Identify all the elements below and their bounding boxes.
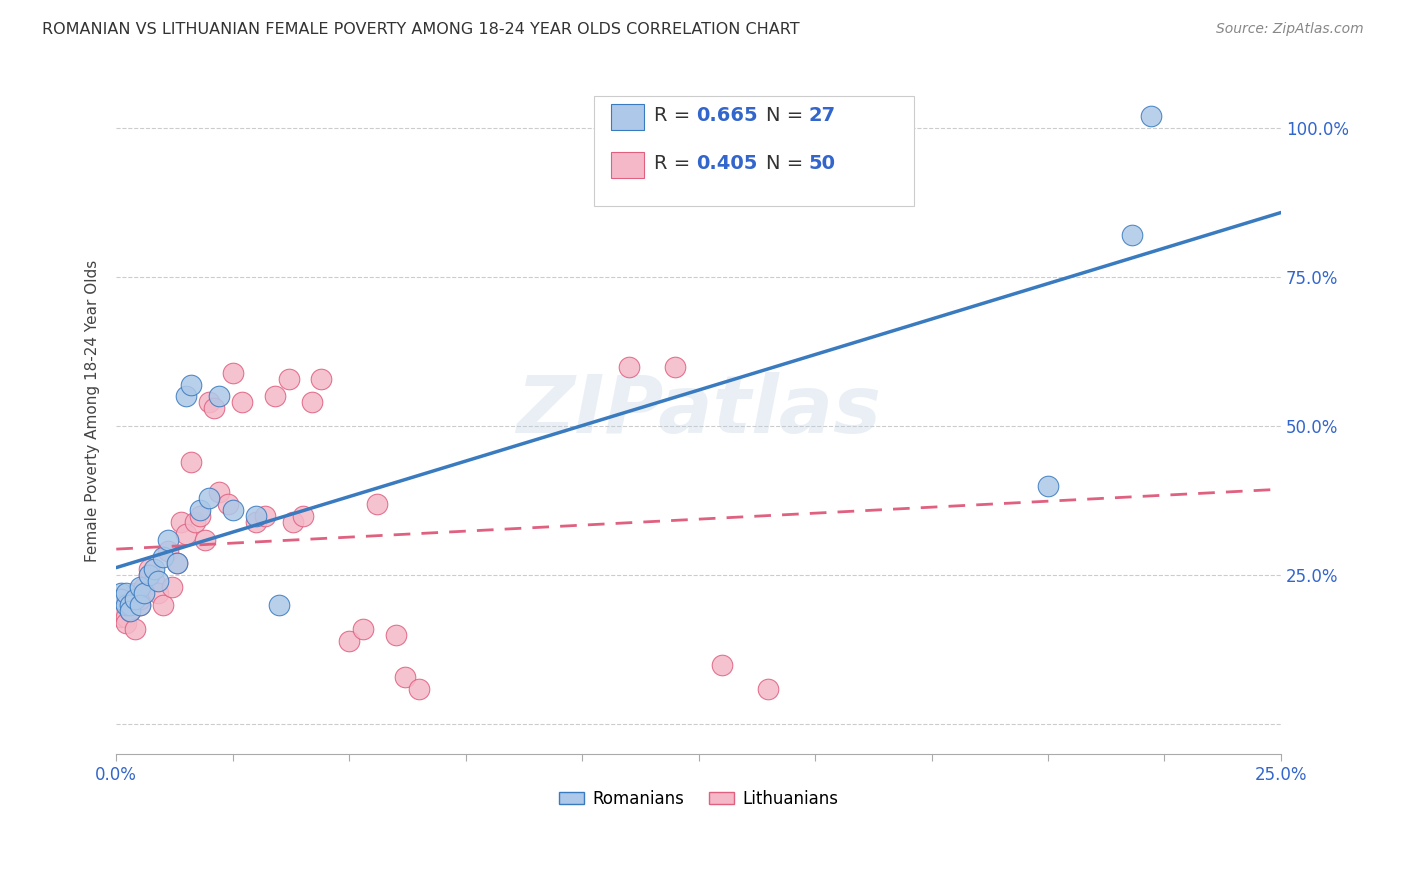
Point	[128, 598, 150, 612]
Point	[269, 598, 291, 612]
Point	[309, 371, 332, 385]
Point	[664, 359, 686, 374]
Point	[184, 515, 207, 529]
Point	[301, 395, 323, 409]
Point	[245, 508, 267, 523]
Text: R =: R =	[654, 106, 697, 126]
Point	[208, 389, 231, 403]
Point	[110, 586, 132, 600]
Point	[120, 604, 142, 618]
Point	[152, 550, 174, 565]
Point	[194, 533, 217, 547]
Point	[124, 586, 146, 600]
Point	[138, 562, 160, 576]
Point	[231, 395, 253, 409]
Text: 0.665: 0.665	[696, 106, 758, 126]
Bar	[612, 104, 644, 130]
Point	[198, 395, 221, 409]
Point	[245, 515, 267, 529]
Point	[128, 580, 150, 594]
Text: 0.405: 0.405	[696, 154, 758, 173]
Point	[120, 598, 142, 612]
Text: ZIPatlas: ZIPatlas	[516, 372, 882, 450]
Point	[156, 544, 179, 558]
Point	[408, 681, 430, 696]
Point	[208, 484, 231, 499]
Y-axis label: Female Poverty Among 18-24 Year Olds: Female Poverty Among 18-24 Year Olds	[86, 260, 100, 563]
Point	[138, 568, 160, 582]
Point	[366, 497, 388, 511]
Point	[166, 557, 188, 571]
Point	[120, 598, 142, 612]
Point	[128, 598, 150, 612]
Text: ROMANIAN VS LITHUANIAN FEMALE POVERTY AMONG 18-24 YEAR OLDS CORRELATION CHART: ROMANIAN VS LITHUANIAN FEMALE POVERTY AM…	[42, 22, 800, 37]
Point	[217, 497, 239, 511]
Point	[114, 610, 136, 624]
Point	[148, 586, 170, 600]
Point	[222, 366, 245, 380]
Point	[110, 610, 132, 624]
Point	[283, 515, 305, 529]
Point	[385, 628, 408, 642]
Point	[124, 622, 146, 636]
Point	[198, 491, 221, 505]
Point	[174, 389, 197, 403]
Bar	[612, 153, 644, 178]
Point	[188, 508, 211, 523]
Point	[156, 533, 179, 547]
Point	[277, 371, 299, 385]
Text: N =: N =	[766, 154, 810, 173]
Point	[110, 598, 132, 612]
Point	[188, 502, 211, 516]
Point	[337, 634, 360, 648]
Point	[152, 598, 174, 612]
Point	[170, 515, 193, 529]
Point	[114, 615, 136, 630]
Point	[174, 526, 197, 541]
Text: Source: ZipAtlas.com: Source: ZipAtlas.com	[1216, 22, 1364, 37]
Point	[1121, 228, 1143, 243]
Point	[1139, 109, 1161, 123]
Text: N =: N =	[766, 106, 810, 126]
Point	[180, 455, 202, 469]
Point	[394, 670, 416, 684]
Point	[128, 592, 150, 607]
Point	[114, 598, 136, 612]
Point	[142, 562, 165, 576]
Point	[222, 502, 245, 516]
Point	[1036, 479, 1059, 493]
Point	[114, 586, 136, 600]
Point	[166, 557, 188, 571]
Point	[352, 622, 374, 636]
Text: R =: R =	[654, 154, 697, 173]
Point	[710, 657, 733, 672]
Point	[120, 604, 142, 618]
Point	[180, 377, 202, 392]
Point	[138, 568, 160, 582]
Point	[124, 592, 146, 607]
Text: 50: 50	[808, 154, 835, 173]
Text: 27: 27	[808, 106, 835, 126]
Point	[758, 681, 780, 696]
Point	[148, 574, 170, 589]
Point	[134, 586, 156, 600]
Point	[291, 508, 314, 523]
Point	[142, 574, 165, 589]
Point	[263, 389, 285, 403]
Point	[202, 401, 225, 416]
Point	[134, 580, 156, 594]
Point	[160, 580, 183, 594]
Point	[617, 359, 640, 374]
Legend: Romanians, Lithuanians: Romanians, Lithuanians	[553, 783, 845, 814]
FancyBboxPatch shape	[593, 96, 914, 206]
Point	[110, 604, 132, 618]
Point	[254, 508, 277, 523]
Point	[110, 592, 132, 607]
